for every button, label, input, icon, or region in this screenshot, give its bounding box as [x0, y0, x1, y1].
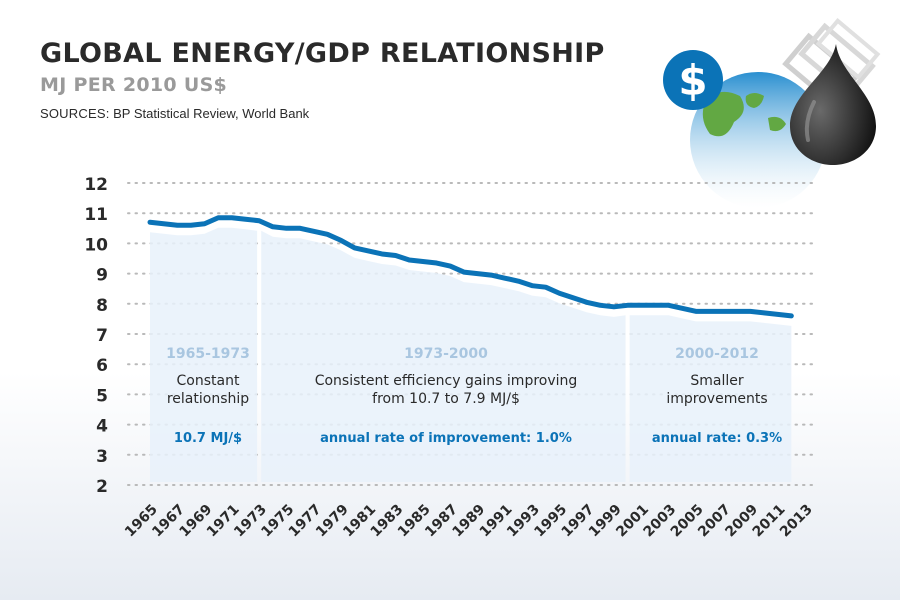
period-range-label: 2000-2012 [675, 346, 759, 362]
y-tick-label: 10 [84, 235, 108, 255]
period-description: improvements [666, 391, 767, 407]
y-tick-label: 8 [96, 296, 108, 316]
area-fill-period [150, 227, 258, 482]
y-tick-label: 2 [96, 477, 108, 497]
y-tick-label: 5 [96, 386, 108, 406]
y-tick-label: 6 [96, 356, 108, 376]
period-description: relationship [167, 391, 249, 407]
period-range-label: 1965-1973 [166, 346, 250, 362]
oil-drop-icon [790, 44, 876, 165]
svg-text:$: $ [678, 56, 707, 105]
y-tick-label: 3 [96, 447, 108, 467]
period-range-label: 1973-2000 [404, 346, 488, 362]
area-fills [150, 227, 792, 482]
chart-title: GLOBAL ENERGY/GDP RELATIONSHIP [40, 38, 605, 69]
globe-icon [690, 72, 826, 208]
period-description: Smaller [690, 373, 743, 389]
y-tick-label: 4 [96, 417, 108, 437]
y-tick-label: 11 [84, 205, 108, 225]
sources-text: BP Statistical Review, World Bank [109, 106, 310, 121]
dollar-coin-icon: $ [663, 50, 723, 110]
series-line [147, 215, 794, 319]
y-axis: 2 3 4 5 6 7 8 9 10 11 12 [84, 175, 108, 497]
y-tick-label: 7 [96, 326, 108, 346]
series-line-group [147, 215, 794, 319]
y-tick-label: 9 [96, 266, 108, 286]
sources-label: SOURCES: [40, 106, 110, 121]
period-description: Consistent efficiency gains improving [315, 373, 578, 389]
chart-subtitle: MJ PER 2010 US$ [40, 74, 228, 96]
area-fill-period [261, 230, 626, 482]
period-rate-label: annual rate: 0.3% [652, 431, 782, 446]
period-description: Constant [177, 373, 240, 389]
period-description: from 10.7 to 7.9 MJ/$ [372, 391, 520, 407]
area-fill-period [629, 315, 792, 482]
sources-line: SOURCES: BP Statistical Review, World Ba… [40, 106, 309, 121]
y-tick-label: 12 [84, 175, 108, 195]
period-annotations: 1965-1973 Constant relationship 10.7 MJ/$ 19… [166, 346, 782, 446]
x-axis: 1965196719691971197319751977197919811983… [122, 502, 816, 541]
period-rate-label: 10.7 MJ/$ [174, 431, 242, 446]
period-rate-label: annual rate of improvement: 1.0% [320, 431, 572, 446]
